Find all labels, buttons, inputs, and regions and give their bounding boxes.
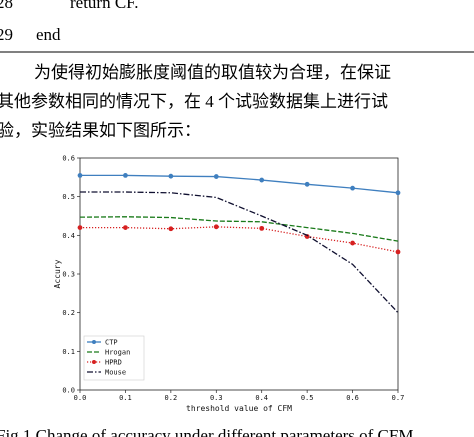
series-line (80, 174, 399, 194)
y-tick-label: 0.4 (62, 232, 75, 240)
legend-label: CTP (105, 339, 118, 347)
point (123, 225, 128, 231)
line-number: 28 (0, 0, 13, 12)
paragraph-line: 验，实验结果如下图所示： (0, 121, 201, 140)
y-tick-label: 0.5 (62, 193, 75, 201)
paragraph-line: 其他参数相同的情况下，在 4 个试验数据集上进行试 (0, 92, 388, 111)
legend-label: Hrogan (105, 349, 130, 357)
y-tick-label: 0.2 (62, 309, 75, 317)
point (304, 181, 310, 187)
series-line (80, 191, 399, 314)
legend-box (83, 335, 145, 381)
code-line: end (36, 25, 61, 44)
y-tick-label: 0.6 (62, 155, 75, 163)
x-tick-label: 0.6 (346, 394, 359, 402)
x-tick-label: 0.7 (392, 394, 405, 402)
point (123, 173, 128, 178)
point (395, 249, 401, 255)
x-tick-label: 0.2 (165, 394, 178, 402)
x-tick-label: 0.4 (255, 394, 268, 402)
point (77, 225, 83, 231)
point (77, 173, 83, 178)
x-tick-label: 0.5 (301, 394, 314, 402)
point (395, 190, 401, 196)
series-line (80, 226, 399, 253)
x-axis-label: threshold value of CFM (186, 404, 292, 413)
y-tick-label: 0.1 (62, 348, 75, 356)
code-line: return CF. (70, 0, 139, 12)
point (259, 225, 265, 231)
x-tick-label: 0.3 (210, 394, 223, 402)
chart: 0.0 0.1 0.2 0.3 0.4 0.5 0.6 0.7 0.0 0.1 0.2 0.3 0.4 0… (53, 155, 404, 414)
legend-marker (92, 360, 96, 364)
caption: Fig.1 Change of accuracy under different… (0, 426, 413, 437)
x-tick-label: 0.0 (74, 394, 87, 402)
point (168, 173, 174, 179)
y-axis-label: Accury (53, 259, 62, 288)
y-tick-label: 0.3 (62, 271, 75, 279)
legend-label: Mouse (105, 369, 126, 377)
legend-marker (92, 340, 96, 344)
line-number: 29 (0, 25, 13, 44)
point (213, 174, 219, 179)
x-tick-label: 0.1 (119, 394, 132, 402)
legend-label: HPRD (105, 359, 122, 367)
point (259, 177, 265, 183)
point (213, 224, 219, 230)
series-line (79, 216, 399, 242)
point (350, 185, 355, 191)
point (168, 226, 174, 232)
point (350, 240, 355, 246)
paragraph-line: 为使得初始膨胀度阈值的取值较为合理，在保证 (34, 62, 391, 82)
y-tick-label: 0.0 (62, 387, 75, 395)
